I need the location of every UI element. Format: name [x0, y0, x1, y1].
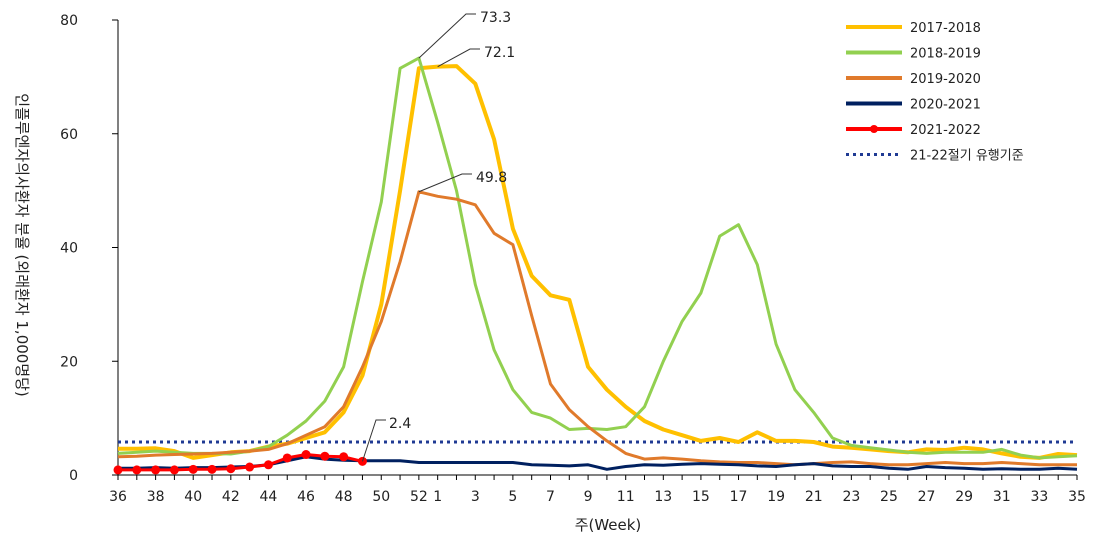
legend-label: 2018-2019 — [910, 47, 981, 62]
legend-label: 2019-2020 — [910, 72, 981, 87]
point-2021-2022 — [226, 464, 236, 474]
x-ticks: 36 38 40 42 44 46 48 50 52 1 3 5 7 9 11 13 15 17 19 21 23 25 2… — [109, 475, 1086, 505]
x-tick-label: 21 — [805, 489, 823, 505]
annotation-label: 72.1 — [484, 45, 515, 61]
point-2021-2022 — [339, 452, 349, 462]
x-tick-label: 25 — [880, 489, 898, 505]
annotation-leader — [418, 13, 476, 59]
point-2021-2022 — [113, 465, 123, 475]
legend-item: 2020-2021 — [846, 98, 981, 113]
y-tick-label: 20 — [60, 354, 78, 370]
x-tick-label: 52 — [410, 489, 428, 505]
point-2021-2022 — [169, 465, 179, 475]
x-tick-label: 46 — [297, 489, 315, 505]
axes — [117, 20, 1077, 476]
point-2021-2022 — [151, 465, 161, 475]
x-tick-label: 36 — [109, 489, 127, 505]
series-line-2018-2019 — [117, 56, 1078, 460]
point-2021-2022 — [301, 450, 311, 460]
x-tick-label: 29 — [955, 489, 973, 505]
legend-item: 21-22절기 유행기준 — [846, 148, 1024, 164]
x-tick-label: 35 — [1068, 489, 1086, 505]
point-2021-2022 — [263, 460, 273, 470]
x-tick-label: 40 — [184, 489, 202, 505]
point-2021-2022 — [207, 464, 217, 474]
x-tick-label: 17 — [730, 489, 748, 505]
annotations: 73.3 72.1 49.8 2.4 — [361, 10, 515, 462]
x-axis-title: 주(Week) — [575, 516, 642, 534]
x-tick-label: 48 — [335, 489, 353, 505]
x-tick-label: 50 — [372, 489, 390, 505]
legend-label: 2021-2022 — [910, 123, 981, 138]
y-axis-title: 인플루엔자의사환자 분율 (외래환자 1,000명당) — [13, 93, 31, 397]
series-lines — [117, 56, 1078, 472]
x-tick-label: 9 — [584, 489, 593, 505]
point-2021-2022 — [188, 464, 198, 474]
y-ticks: 0 20 40 60 80 — [60, 13, 118, 484]
annotation-label: 2.4 — [389, 416, 411, 432]
y-tick-label: 40 — [60, 241, 78, 257]
point-2021-2022 — [320, 451, 330, 461]
legend-label: 2020-2021 — [910, 98, 981, 113]
x-tick-label: 42 — [222, 489, 240, 505]
x-tick-label: 5 — [508, 489, 517, 505]
point-2021-2022 — [132, 465, 142, 475]
annotation-label: 73.3 — [480, 10, 511, 26]
series-line-2019-2020 — [117, 190, 1077, 467]
annotation-label: 49.8 — [476, 170, 507, 186]
annotation-leader — [437, 48, 480, 68]
point-2021-2022 — [245, 462, 255, 472]
x-tick-label: 19 — [767, 489, 785, 505]
legend-label: 2017-2018 — [910, 21, 981, 36]
legend-item: 2021-2022 — [846, 123, 981, 138]
y-tick-label: 0 — [69, 468, 78, 484]
x-tick-label: 33 — [1030, 489, 1048, 505]
y-tick-label: 80 — [60, 13, 78, 29]
x-tick-label: 11 — [617, 489, 635, 505]
x-tick-label: 1 — [433, 489, 442, 505]
legend-item: 2019-2020 — [846, 72, 981, 87]
x-tick-label: 23 — [842, 489, 860, 505]
annotation-leader — [361, 419, 386, 462]
x-tick-label: 15 — [692, 489, 710, 505]
x-tick-label: 44 — [260, 489, 278, 505]
legend: 2017-2018 2018-2019 2019-2020 2020-2021 2021… — [846, 21, 1024, 164]
x-tick-label: 3 — [471, 489, 480, 505]
legend-item: 2018-2019 — [846, 47, 981, 62]
legend-item: 2017-2018 — [846, 21, 981, 36]
y-tick-label: 60 — [60, 127, 78, 143]
legend-label: 21-22절기 유행기준 — [910, 148, 1024, 164]
annotation-leader — [418, 173, 472, 193]
x-tick-label: 7 — [546, 489, 555, 505]
x-tick-label: 27 — [918, 489, 936, 505]
x-tick-label: 38 — [147, 489, 165, 505]
x-tick-label: 13 — [654, 489, 672, 505]
point-2021-2022 — [282, 453, 292, 463]
legend-marker — [870, 125, 878, 133]
x-tick-label: 31 — [993, 489, 1011, 505]
